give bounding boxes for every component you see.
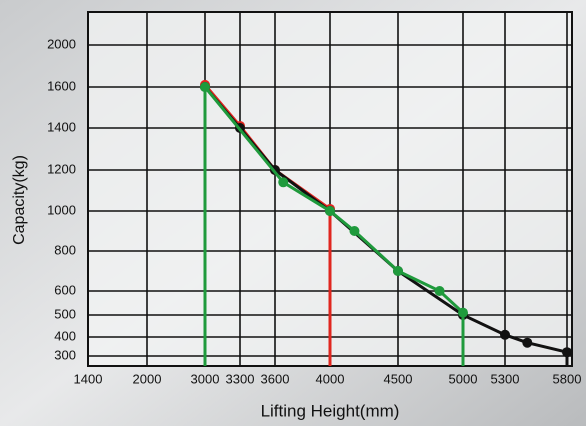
y-tick-label: 1600 <box>47 78 76 93</box>
data-point <box>393 266 403 276</box>
y-tick-label: 800 <box>54 242 76 257</box>
y-tick-label: 600 <box>54 282 76 297</box>
x-tick-label: 3600 <box>261 371 290 386</box>
data-point <box>458 307 468 318</box>
x-tick-label: 3300 <box>226 371 255 386</box>
data-point <box>522 337 533 348</box>
y-axis-label: Capacity(kg) <box>11 155 28 245</box>
x-tick-label: 5300 <box>491 371 520 386</box>
data-point <box>278 177 289 188</box>
x-tick-label: 5000 <box>449 371 478 386</box>
y-tick-label: 500 <box>54 306 76 321</box>
y-tick-label: 1200 <box>47 161 76 176</box>
data-point <box>325 206 335 216</box>
x-tick-label: 2000 <box>133 371 162 386</box>
x-axis-label: Lifting Height(mm) <box>261 401 400 420</box>
y-tick-label: 1000 <box>47 202 76 217</box>
data-point <box>434 286 445 296</box>
y-tick-label: 2000 <box>47 36 76 51</box>
y-tick-label: 400 <box>54 328 76 343</box>
x-tick-label: 1400 <box>74 371 103 386</box>
y-tick-label: 1400 <box>47 119 76 134</box>
x-tick-label: 5800 <box>553 371 582 386</box>
data-point <box>349 226 360 236</box>
x-tick-label: 3000 <box>191 371 220 386</box>
data-point <box>200 82 210 92</box>
x-tick-label: 4500 <box>384 371 413 386</box>
data-point <box>562 347 572 358</box>
x-tick-label: 4000 <box>316 371 345 386</box>
data-point <box>500 329 510 340</box>
y-tick-label: 300 <box>54 347 76 362</box>
